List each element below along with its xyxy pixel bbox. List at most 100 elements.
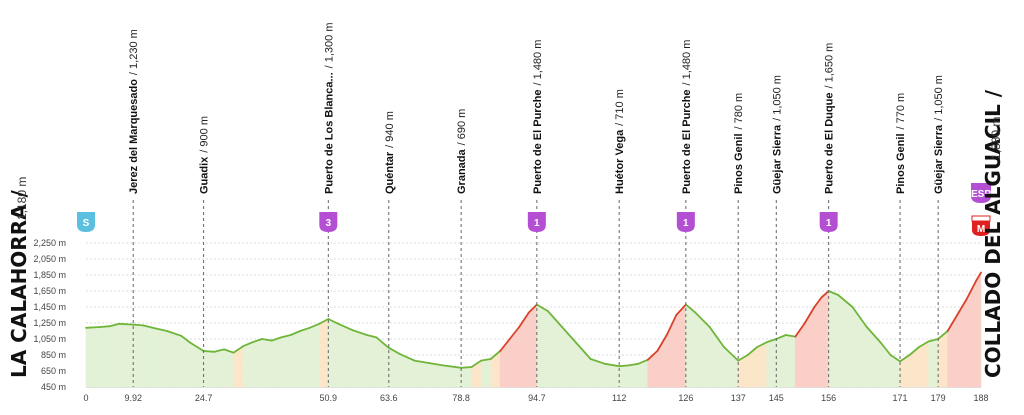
profile-line-segment <box>851 306 868 328</box>
profile-line-segment <box>803 306 816 324</box>
profile-fill-segment <box>460 366 472 388</box>
profile-fill-segment <box>85 326 101 388</box>
profile-fill-segment <box>318 318 329 388</box>
profile-line-segment <box>308 322 321 329</box>
profile-line-segment <box>261 338 273 342</box>
profile-line-segment <box>202 350 216 353</box>
x-tick-label: 126 <box>678 393 693 403</box>
profile-fill-segment <box>366 334 377 388</box>
waypoint-label: Jerez del Marquesado / 1,230 m <box>128 29 140 194</box>
profile-line-segment <box>108 322 121 328</box>
waypoint-name: Pinos Genil <box>895 133 907 194</box>
badge-finish: M <box>971 215 991 236</box>
waypoint-altitude: / 1,230 m <box>128 29 140 75</box>
profile-fill-segment <box>166 330 182 388</box>
profile-line-segment <box>775 334 787 340</box>
profile-line-segment <box>351 329 368 336</box>
waypoint-altitude: / 710 m <box>614 89 626 126</box>
profile-fill-segment <box>309 323 320 388</box>
profile-line-segment <box>975 271 982 282</box>
profile-fill-segment <box>99 325 111 388</box>
profile-line-segment <box>132 323 145 327</box>
profile-line-segment <box>213 348 225 353</box>
profile-fill-segment <box>299 327 311 388</box>
profile-line-segment <box>937 330 949 340</box>
profile-fill-segment <box>837 294 853 388</box>
badge-shield-icon <box>77 212 95 232</box>
waypoint-label: Guadix / 900 m <box>199 116 211 194</box>
profile-line-segment <box>756 341 768 348</box>
waypoint-label: Quéntar / 940 m <box>384 111 396 194</box>
badge-shield-icon <box>676 212 695 232</box>
profile-line-segment <box>589 358 606 365</box>
waypoint-altitude: / 900 m <box>199 116 211 153</box>
y-tick-label: 450 m <box>41 382 66 392</box>
profile-line-segment <box>280 334 292 339</box>
profile-line-segment <box>251 338 264 344</box>
profile-line-segment <box>794 322 806 338</box>
profile-line-segment <box>142 324 154 329</box>
profile-fill-segment <box>928 338 939 388</box>
waypoint-altitude: / 1,480 m <box>681 40 693 86</box>
profile-fill-segment <box>119 323 134 388</box>
profile-line-segment <box>813 296 823 308</box>
profile-fill-segment <box>414 360 430 388</box>
profile-fill-segment <box>328 318 339 388</box>
profile-fill-segment <box>442 365 462 388</box>
profile-line-segment <box>665 314 678 336</box>
profile-fill-segment <box>766 338 777 388</box>
profile-line-segment <box>289 330 302 336</box>
y-tick-label: 1,050 m <box>33 334 66 344</box>
waypoint-name: Huétor Vega <box>614 129 626 194</box>
profile-line-segment <box>708 326 725 348</box>
profile-line-segment <box>399 353 416 362</box>
badge-shield-icon <box>527 212 546 232</box>
profile-fill-segment <box>785 334 796 388</box>
badge-climb: 3 <box>319 212 338 232</box>
profile-fill-segment <box>775 334 787 388</box>
profile-line-segment <box>918 340 930 348</box>
profile-line-segment <box>784 334 797 338</box>
profile-fill-segment <box>618 365 630 388</box>
profile-line-segment <box>442 364 463 369</box>
profile-line-segment <box>480 358 492 362</box>
profile-fill-segment <box>676 303 687 388</box>
profile-line-segment <box>946 314 959 332</box>
profile-fill-segment <box>821 290 829 388</box>
profile-fill-segment <box>480 358 491 388</box>
profile-line-segment <box>637 358 649 365</box>
profile-line-segment <box>180 334 192 344</box>
waypoint-label: Puerto de El Duque / 1,650 m <box>824 43 836 194</box>
y-tick-label: 2,050 m <box>33 254 66 264</box>
profile-line-segment <box>535 303 549 312</box>
start-label: LA CALAHORRA / 1,180 m <box>7 177 31 378</box>
profile-line-segment <box>518 311 530 328</box>
profile-line-segment <box>865 326 882 344</box>
x-axis-ticks: 0 188 9.92 24.7 50.9 63.6 78.8 94.7 112 126 137 145… <box>83 393 988 403</box>
x-tick-label: 9.92 <box>124 393 142 403</box>
profile-line-segment <box>166 330 183 337</box>
profile-line-segment <box>223 348 235 354</box>
profile-fill-segment <box>428 362 444 388</box>
profile-line-segment <box>375 336 390 349</box>
profile-line-segment <box>427 362 444 367</box>
profile-line-segment <box>299 326 311 332</box>
profile-fill-segment <box>214 349 225 388</box>
profile-fill-segment <box>242 341 253 388</box>
profile-fill-segment <box>852 306 868 388</box>
x-tick-label: 145 <box>769 393 784 403</box>
profile-line-segment <box>575 342 592 360</box>
waypoint-altitude: / 690 m <box>456 109 468 146</box>
profile-fill-segment <box>814 296 822 388</box>
y-tick-label: 1,250 m <box>33 318 66 328</box>
waypoint-name: Quéntar <box>384 151 396 194</box>
badge-shield-icon <box>319 212 338 232</box>
profile-fill-segment <box>547 310 563 388</box>
waypoint-altitude: / 1,480 m <box>532 40 544 86</box>
badge-shield-icon <box>971 183 991 203</box>
profile-fill-segment <box>152 327 168 388</box>
x-tick-label: 0 <box>83 393 88 403</box>
waypoint-name: Güejar Sierra <box>933 124 945 194</box>
x-tick-label: 112 <box>612 393 626 403</box>
profile-line-segment <box>604 362 621 368</box>
